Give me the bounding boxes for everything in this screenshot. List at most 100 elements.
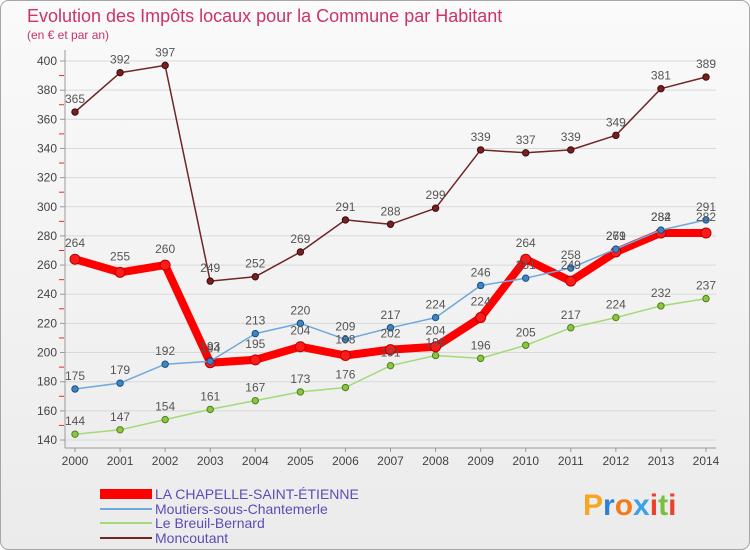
data-point — [251, 273, 259, 281]
data-label: 271 — [606, 229, 626, 243]
x-tick-label: 2011 — [558, 454, 584, 468]
axes: 140 160 180 200 220 240 260 280 300 320 340 360 380 4… — [37, 50, 720, 468]
data-label: 224 — [471, 295, 491, 309]
data-point — [700, 227, 712, 239]
data-label: 173 — [290, 372, 310, 386]
data-point — [612, 245, 620, 253]
data-label: 191 — [380, 346, 400, 360]
data-point — [567, 264, 575, 272]
y-tick-label: 160 — [37, 404, 57, 418]
data-point — [296, 388, 305, 396]
data-label: 232 — [651, 286, 671, 300]
data-point — [341, 335, 350, 344]
y-tick-label: 400 — [37, 54, 57, 68]
data-point — [206, 277, 214, 285]
data-point — [657, 84, 665, 93]
x-tick-label: 2014 — [693, 454, 720, 468]
data-point — [476, 146, 485, 154]
data-point — [475, 312, 487, 324]
data-label: 397 — [155, 45, 175, 59]
data-point — [612, 131, 620, 140]
logo-letter: x — [633, 489, 650, 522]
data-point — [339, 349, 351, 361]
x-tick-label: 2001 — [107, 454, 134, 468]
data-label: 282 — [696, 210, 716, 224]
y-tick-label: 380 — [37, 83, 57, 97]
series-moutiers-sous-chantemerle — [71, 216, 710, 393]
data-point — [565, 275, 577, 287]
logo-letter: o — [615, 489, 633, 522]
y-tick-label: 220 — [37, 316, 57, 330]
x-tick-label: 2010 — [512, 454, 539, 468]
data-label: 389 — [696, 57, 716, 71]
data-label: 195 — [245, 337, 265, 351]
data-label: 288 — [380, 204, 400, 218]
data-label: 249 — [561, 258, 581, 272]
data-label: 299 — [426, 188, 446, 202]
data-point — [522, 274, 530, 282]
data-label: 339 — [561, 130, 581, 144]
data-label: 144 — [65, 414, 85, 428]
legend-label: LA CHAPELLE-SAINT-ÉTIENNE — [155, 486, 359, 502]
data-label: 284 — [651, 210, 671, 224]
data-label: 291 — [335, 200, 355, 214]
legend-label: Moncoutant — [155, 530, 228, 546]
data-label: 249 — [200, 261, 220, 275]
data-label: 349 — [606, 115, 626, 129]
data-label: 260 — [155, 242, 175, 256]
x-tick-label: 2004 — [242, 454, 269, 468]
data-point — [296, 248, 305, 256]
data-label: 291 — [696, 200, 716, 214]
data-point — [431, 313, 440, 322]
data-label: 251 — [516, 258, 536, 272]
chart-title: Evolution des Impôts locaux pour la Comm… — [27, 6, 502, 26]
data-label: 255 — [110, 249, 130, 263]
data-point — [69, 253, 81, 265]
data-label: 264 — [65, 236, 85, 250]
y-tick-label: 300 — [37, 200, 57, 214]
data-label: 193 — [200, 340, 220, 354]
legend-item-moncoutant: Moncoutant — [100, 530, 228, 546]
data-point — [71, 430, 79, 438]
data-label: 365 — [65, 92, 85, 106]
data-label: 202 — [380, 327, 400, 341]
data-label: 176 — [335, 368, 355, 382]
data-point — [476, 354, 485, 363]
logo-letter: i — [668, 489, 676, 522]
data-point — [206, 357, 214, 365]
y-tick-label: 320 — [37, 171, 57, 185]
data-point — [206, 405, 214, 414]
data-point — [386, 324, 395, 332]
data-point — [341, 383, 350, 392]
data-label: 154 — [155, 400, 175, 414]
data-point — [114, 266, 126, 278]
data-point — [386, 220, 395, 228]
data-point — [702, 216, 710, 224]
data-point — [430, 341, 442, 353]
data-label: 204 — [426, 324, 446, 338]
series-le-breuil-bernard — [71, 294, 710, 438]
data-label: 161 — [200, 389, 220, 403]
y-tick-label: 360 — [37, 112, 57, 126]
data-point — [520, 253, 532, 265]
y-tick-label: 200 — [37, 346, 57, 360]
legend-item-la-chapelle-saint-etienne: LA CHAPELLE-SAINT-ÉTIENNE — [100, 486, 359, 502]
data-point — [657, 302, 665, 310]
data-point — [702, 294, 710, 303]
data-point — [341, 216, 350, 224]
data-label: 392 — [110, 53, 130, 67]
data-label: 198 — [335, 332, 355, 346]
data-label: 205 — [516, 325, 536, 339]
data-point — [476, 281, 485, 290]
x-tick-label: 2008 — [422, 454, 449, 468]
legend-item-le-breuil-bernard: Le Breuil-Bernard — [100, 515, 265, 531]
y-tick-label: 180 — [37, 375, 57, 389]
logo-letter: r — [603, 489, 615, 522]
data-point — [612, 313, 620, 322]
data-point — [522, 149, 530, 157]
data-label: 258 — [561, 248, 581, 262]
data-label: 264 — [516, 236, 536, 250]
x-tick-label: 2002 — [152, 454, 179, 468]
logo-letter: P — [583, 489, 603, 522]
